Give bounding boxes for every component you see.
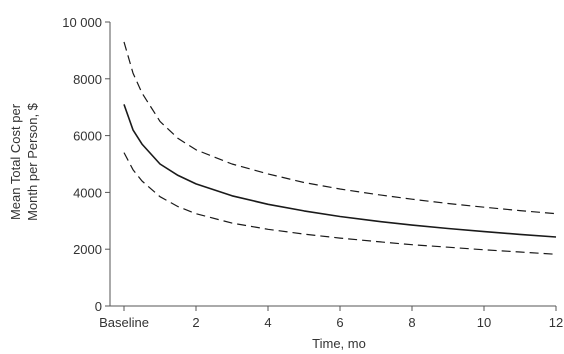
x-axis-title: Time, mo [312,336,366,351]
y-tick-label: 6000 [73,129,102,144]
y-tick-label: 4000 [73,185,102,200]
y-tick-label: 2000 [73,242,102,257]
y-axis-title-line-2: Month per Person, $ [25,102,40,221]
series-layer [123,41,557,255]
series-line-dashed [123,41,557,215]
x-tick-label: Baseline [99,315,149,330]
axes: 0 2000 4000 6000 8000 10 000 Baseline 2 4 6 8 10 12 [62,15,563,330]
x-tick-label: 10 [477,315,491,330]
x-tick-label: 12 [549,315,563,330]
x-tick-label: 8 [408,315,415,330]
x-tick-label: 6 [336,315,343,330]
y-axis-title: Mean Total Cost per Month per Person, $ [8,102,40,221]
y-tick-label: 8000 [73,72,102,87]
y-tick-label: 10 000 [62,15,102,30]
y-tick-label: 0 [95,299,102,314]
series-line-dashed [123,152,557,255]
series-line-mean [123,104,557,238]
y-axis-title-line-1: Mean Total Cost per [8,103,23,220]
x-tick-label: 4 [264,315,271,330]
x-tick-label: 2 [192,315,199,330]
